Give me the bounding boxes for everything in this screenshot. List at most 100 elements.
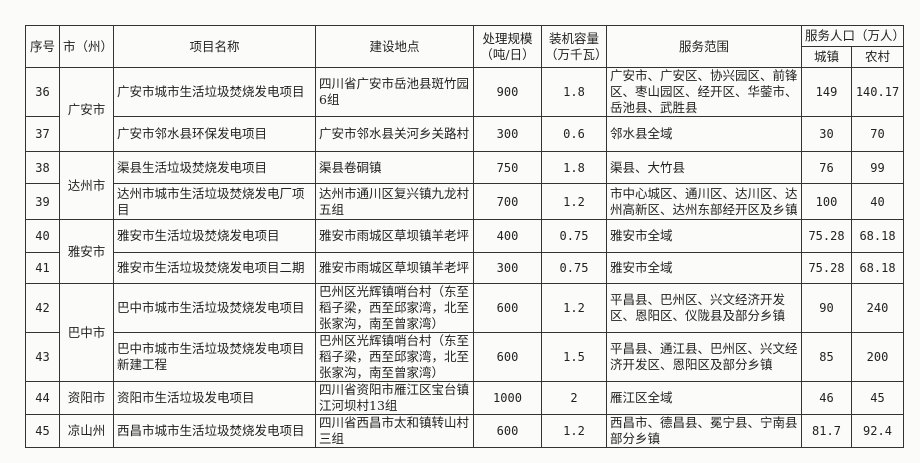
header-capacity: 处理规模（吨/日） (473, 25, 542, 68)
header-population: 服务人口（万人） (800, 25, 905, 47)
row-location: 雅安市雨城区草坝镇羊老坪 (315, 252, 474, 284)
row-rural: 240 (850, 283, 905, 333)
row-project: 西昌市城市生活垃圾焚烧发电项目 (113, 414, 316, 448)
row-scope: 渠县、大竹县 (606, 151, 802, 184)
header-index: 序号 (25, 25, 60, 68)
row-urban: 100 (801, 183, 852, 220)
row-index: 41 (25, 252, 60, 284)
row-project: 巴中市城市生活垃圾焚烧发电项目 (113, 283, 316, 333)
row-urban: 46 (801, 381, 852, 415)
row-rural: 68.18 (850, 252, 905, 284)
row-capacity: 600 (473, 332, 542, 382)
row-rural: 45 (850, 381, 905, 415)
row-urban: 90 (801, 283, 852, 333)
row-scope: 雅安市全域 (606, 252, 802, 284)
row-urban: 76 (801, 151, 852, 184)
row-capacity: 900 (473, 67, 542, 117)
row-city: 雅安市 (59, 219, 114, 284)
row-city: 资阳市 (59, 381, 114, 415)
row-scope: 广安市、广安区、协兴园区、前锋区、枣山园区、经开区、华蓥市、岳池县、武胜县 (606, 67, 802, 117)
row-rural: 40 (850, 183, 905, 220)
row-location: 渠县卷硐镇 (315, 151, 474, 184)
row-capacity: 600 (473, 283, 542, 333)
header-scope: 服务范围 (606, 25, 802, 68)
row-scope: 西昌市、德昌县、冕宁县、宁南县部分乡镇 (606, 414, 802, 448)
row-project: 广安市邻水县环保发电项目 (113, 116, 316, 152)
row-scope: 平昌县、通江县、巴州区、兴文经济开发区、恩阳区及部分乡镇 (606, 332, 802, 382)
row-index: 43 (25, 332, 60, 382)
row-power: 1.2 (541, 414, 607, 448)
row-index: 42 (25, 283, 60, 333)
row-urban: 81.7 (801, 414, 852, 448)
header-city: 市（州） (59, 25, 114, 68)
row-project: 巴中市城市生活垃圾焚烧发电项目新建工程 (113, 332, 316, 382)
table-row: 42 巴中市 巴中市城市生活垃圾焚烧发电项目 巴州区光辉镇哨台村（东至稻子梁，西至邱家… (25, 283, 905, 382)
row-index: 36 (25, 67, 60, 117)
row-location: 四川省广安市岳池县斑竹园6组 (315, 67, 474, 117)
row-rural: 140.17 (850, 67, 905, 117)
project-table: 序号 市（州） 项目名称 建设地点 处理规模（吨/日） 装机容量（万千瓦） 服务… (25, 25, 905, 448)
row-rural: 68.18 (850, 219, 905, 253)
row-power: 0.75 (541, 252, 607, 284)
row-scope: 市中心城区、通川区、达川区、达州高新区、达州东部经开区及乡镇 (606, 183, 802, 220)
row-city: 达州市 (59, 151, 114, 220)
row-rural: 70 (850, 116, 905, 152)
row-capacity: 1000 (473, 381, 542, 415)
row-rural: 99 (850, 151, 905, 184)
row-location: 雅安市雨城区草坝镇羊老坪 (315, 219, 474, 253)
row-city: 广安市 (59, 67, 114, 152)
row-scope: 邻水县全域 (606, 116, 802, 152)
header-urban: 城镇 (801, 46, 852, 68)
table-row: 40 雅安市 雅安市生活垃圾焚烧发电项目 雅安市雨城区草坝镇羊老坪 400 0.75 雅安市… (25, 219, 905, 284)
table-row: 41 雅安市生活垃圾焚烧发电项目二期 雅安市雨城区草坝镇羊老坪 300 0.75 雅安市全… (25, 252, 905, 284)
row-location: 巴州区光辉镇哨台村（东至稻子梁，西至邱家湾，北至张家沟，南至曾家湾） (315, 283, 474, 333)
header-power: 装机容量（万千瓦） (541, 25, 607, 68)
table-row: 44 资阳市 资阳市生活垃圾发电项目 四川省资阳市雁江区宝台镇江河坝村13组 1000 2… (25, 381, 905, 415)
row-urban: 75.28 (801, 219, 852, 253)
header-location: 建设地点 (315, 25, 474, 68)
row-project: 广安市城市生活垃圾焚烧发电项目 (113, 67, 316, 117)
table-row: 39 达州市城市生活垃圾焚烧发电厂项目 达州市通川区复兴镇九龙村五组 700 1.2 市中… (25, 183, 905, 220)
row-power: 1.8 (541, 151, 607, 184)
row-capacity: 700 (473, 183, 542, 220)
row-location: 达州市通川区复兴镇九龙村五组 (315, 183, 474, 220)
row-power: 1.5 (541, 332, 607, 382)
row-index: 44 (25, 381, 60, 415)
row-project: 达州市城市生活垃圾焚烧发电厂项目 (113, 183, 316, 220)
header-rural: 农村 (850, 46, 905, 68)
row-project: 雅安市生活垃圾焚烧发电项目 (113, 219, 316, 253)
row-power: 1.2 (541, 183, 607, 220)
row-location: 四川省西昌市太和镇转山村三组 (315, 414, 474, 448)
row-index: 38 (25, 151, 60, 184)
row-capacity: 750 (473, 151, 542, 184)
row-urban: 85 (801, 332, 852, 382)
table-row: 43 巴中市城市生活垃圾焚烧发电项目新建工程 巴州区光辉镇哨台村（东至稻子梁，西至邱… (25, 332, 905, 382)
row-index: 45 (25, 414, 60, 448)
row-power: 0.6 (541, 116, 607, 152)
row-location: 四川省资阳市雁江区宝台镇江河坝村13组 (315, 381, 474, 415)
header-project: 项目名称 (113, 25, 316, 68)
row-rural: 200 (850, 332, 905, 382)
row-power: 1.8 (541, 67, 607, 117)
row-capacity: 300 (473, 116, 542, 152)
table-body: 36 广安市 广安市城市生活垃圾焚烧发电项目 四川省广安市岳池县斑竹园6组 900 1.8… (25, 67, 905, 448)
row-project: 雅安市生活垃圾焚烧发电项目二期 (113, 252, 316, 284)
row-index: 39 (25, 183, 60, 220)
row-rural: 92.4 (850, 414, 905, 448)
row-power: 1.2 (541, 283, 607, 333)
row-project: 资阳市生活垃圾发电项目 (113, 381, 316, 415)
row-power: 2 (541, 381, 607, 415)
row-capacity: 400 (473, 219, 542, 253)
row-city: 凉山州 (59, 414, 114, 448)
row-index: 40 (25, 219, 60, 253)
row-scope: 雁江区全域 (606, 381, 802, 415)
row-location: 巴州区光辉镇哨台村（东至稻子梁，西至邱家湾，北至张家沟，南至曾家湾） (315, 332, 474, 382)
row-capacity: 300 (473, 252, 542, 284)
row-location: 广安市邻水县关河乡关路村 (315, 116, 474, 152)
row-project: 渠县生活垃圾焚烧发电项目 (113, 151, 316, 184)
row-urban: 30 (801, 116, 852, 152)
row-scope: 雅安市全域 (606, 219, 802, 253)
table-row: 37 广安市邻水县环保发电项目 广安市邻水县关河乡关路村 300 0.6 邻水县全域 30 7… (25, 116, 905, 152)
row-urban: 149 (801, 67, 852, 117)
table-row: 36 广安市 广安市城市生活垃圾焚烧发电项目 四川省广安市岳池县斑竹园6组 900 1.8… (25, 67, 905, 152)
